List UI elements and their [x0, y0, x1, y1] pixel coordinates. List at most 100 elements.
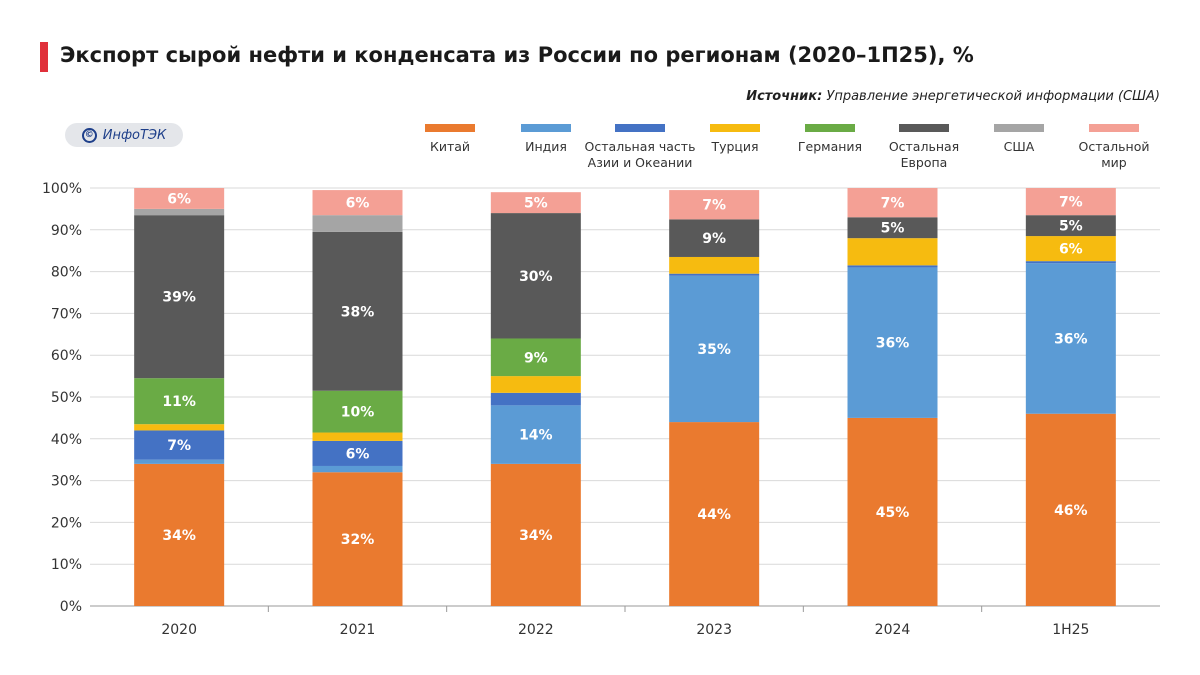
bar-segment [490, 405, 581, 464]
bar-segment [847, 238, 938, 266]
bar-segment [847, 265, 938, 268]
data-label: 11% [162, 394, 196, 410]
legend-swatch [1089, 124, 1139, 132]
data-label: 7% [1059, 195, 1083, 211]
data-label: 9% [524, 350, 548, 366]
data-label: 6% [346, 196, 370, 212]
legend-swatch [615, 124, 665, 132]
bar-segment [134, 188, 225, 209]
bar-segment [1025, 261, 1116, 264]
bar-segment [669, 256, 760, 274]
bar-segment [134, 378, 225, 425]
bar-segment [669, 190, 760, 220]
bar-segment [134, 430, 225, 460]
data-label: 5% [524, 196, 548, 212]
data-label: 34% [519, 528, 553, 544]
legend-label: Остальной мир [1079, 139, 1150, 170]
bar-segment [490, 463, 581, 606]
bar-segment [490, 192, 581, 214]
bar-segment [847, 267, 938, 418]
y-tick-label: 40% [51, 432, 82, 448]
source-text: Управление энергетической информации (СШ… [826, 89, 1160, 104]
data-label: 5% [1059, 219, 1083, 235]
x-tick-label: 2020 [161, 622, 197, 638]
logo-text: ИнфоТЭК [102, 127, 167, 143]
bar-segment [847, 188, 938, 218]
legend-label: Индия [525, 139, 567, 154]
y-tick-label: 90% [51, 223, 82, 239]
bar-segment [1025, 188, 1116, 216]
bar-segment [312, 432, 403, 441]
data-label: 6% [167, 191, 191, 207]
data-label: 30% [519, 269, 553, 285]
bar-segment [134, 459, 225, 464]
data-label: 6% [1059, 242, 1083, 258]
legend-swatch [710, 124, 760, 132]
source-label: Источник: [746, 89, 823, 104]
bar-segment [312, 465, 403, 473]
data-label: 6% [346, 446, 370, 462]
legend-label: Турция [710, 139, 758, 154]
data-label: 36% [876, 336, 910, 352]
title-accent-bar [40, 42, 48, 72]
legend-label: Остальная Европа [889, 139, 959, 170]
bar-segment [134, 208, 225, 216]
x-tick-label: 2021 [340, 622, 376, 638]
legend-label: США [1004, 139, 1035, 154]
bar-segment [312, 231, 403, 391]
legend-swatch [521, 124, 571, 132]
bar-segment [669, 422, 760, 606]
data-label: 7% [702, 198, 726, 214]
data-label: 5% [881, 221, 905, 237]
y-tick-label: 80% [51, 265, 82, 281]
copyright-icon: © [81, 127, 97, 143]
bar-segment [312, 190, 403, 216]
y-tick-label: 0% [60, 599, 82, 615]
x-tick-label: 2023 [696, 622, 732, 638]
y-tick-label: 100% [42, 181, 82, 197]
y-tick-label: 60% [51, 348, 82, 364]
bar-segment [312, 440, 403, 466]
bar-segment [490, 338, 581, 377]
y-tick-label: 20% [51, 515, 82, 531]
y-tick-label: 50% [51, 390, 82, 406]
bar-segment [669, 273, 760, 276]
data-label: 35% [697, 342, 731, 358]
bar-segment [669, 275, 760, 423]
legend-swatch [899, 124, 949, 132]
data-label: 44% [697, 507, 731, 523]
data-label: 7% [167, 438, 191, 454]
bar-segment [134, 463, 225, 606]
bar-segment [312, 390, 403, 433]
bar-segment [669, 219, 760, 257]
chart-title: Экспорт сырой нефти и конденсата из Росс… [60, 43, 974, 67]
x-tick-label: 2022 [518, 622, 554, 638]
bar-segment [312, 215, 403, 232]
source-note: Источник: Управление энергетической инфо… [746, 89, 1160, 104]
bar-segment [312, 472, 403, 606]
bar-segment [1025, 413, 1116, 606]
legend-swatch [805, 124, 855, 132]
bar-segment [1025, 236, 1116, 262]
data-label: 38% [341, 304, 375, 320]
data-label: 39% [162, 290, 196, 306]
data-label: 10% [341, 405, 375, 421]
bar-segment [847, 217, 938, 239]
bar-segment [490, 376, 581, 393]
data-label: 7% [881, 196, 905, 212]
x-tick-label: 1H25 [1052, 622, 1089, 638]
data-label: 34% [162, 528, 196, 544]
bar-segment [1025, 263, 1116, 414]
data-label: 46% [1054, 503, 1088, 519]
data-label: 9% [702, 231, 726, 247]
legend-label: Китай [430, 139, 470, 154]
data-label: 45% [876, 505, 910, 521]
y-tick-label: 30% [51, 474, 82, 490]
bar-segment [134, 424, 225, 431]
legend-label: Остальная часть Азии и Океании [585, 139, 696, 170]
bar-segment [490, 392, 581, 406]
data-label: 36% [1054, 331, 1088, 347]
y-tick-label: 70% [51, 306, 82, 322]
data-label: 14% [519, 428, 553, 444]
